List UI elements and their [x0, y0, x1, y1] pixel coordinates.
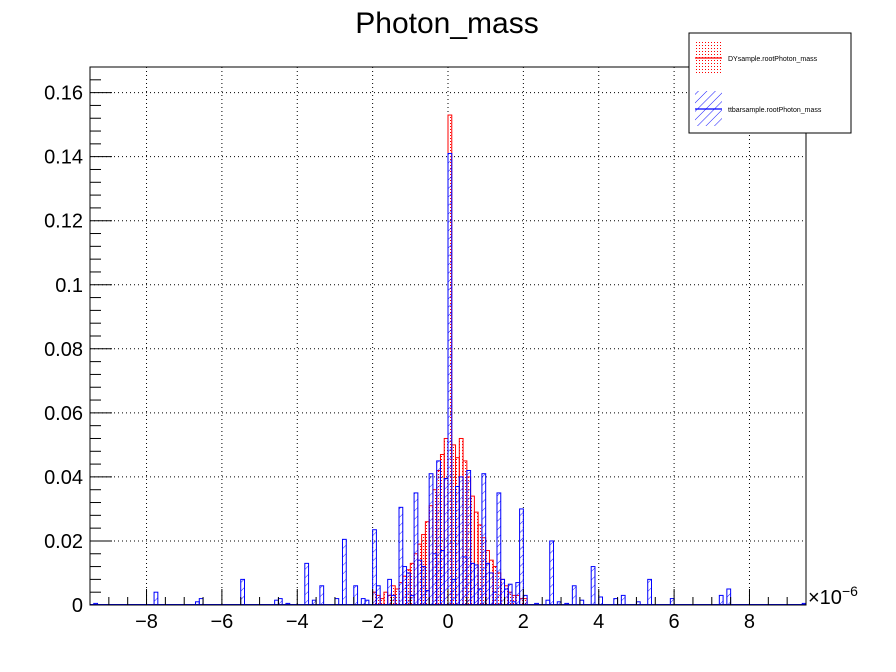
bar-ttbarsample	[439, 550, 445, 605]
bar-ttbarsample	[519, 508, 524, 605]
y-tick-label: 0.04	[44, 467, 83, 489]
bar-ttbarsample	[390, 594, 396, 605]
bar-ttbarsample	[424, 590, 430, 605]
bar-ttbarsample	[455, 486, 460, 605]
y-tick-label: 0.12	[44, 211, 83, 233]
bar-ttbarsample	[718, 594, 724, 605]
bar-ttbarsample	[492, 591, 498, 605]
bar-ttbarsample	[571, 585, 577, 605]
bar-ttbarsample	[304, 562, 310, 605]
x-tick-labels: −8 −6 −4 −2 0 2 4 6 8	[135, 611, 755, 633]
bar-ttbarsample	[507, 583, 513, 605]
bar-ttbarsample	[417, 559, 423, 605]
bar-ttbarsample	[353, 585, 359, 605]
y-tick-label: 0.02	[44, 531, 83, 553]
bar-ttbarsample	[451, 578, 457, 605]
y-tick-label: 0.1	[55, 275, 83, 297]
bar-ttbarsample	[398, 506, 404, 605]
bar-ttbarsample	[466, 470, 472, 605]
bar-ttbarsample	[406, 572, 411, 605]
bar-ttbarsample	[413, 492, 419, 605]
legend: DYsample.rootPhoton_mass ttbarsample.roo…	[688, 32, 852, 134]
x-tick-label: 4	[593, 611, 604, 633]
grid-lines	[90, 67, 806, 605]
bar-ttbarsample	[473, 564, 479, 605]
bar-ttbarsample	[421, 566, 426, 605]
bar-ttbarsample	[458, 476, 464, 605]
bar-ttbarsample	[726, 588, 732, 605]
bar-ttbarsample	[436, 460, 441, 605]
bar-ttbarsample	[470, 562, 475, 605]
bar-ttbarsample	[443, 478, 449, 605]
bar-ttbarsample	[522, 594, 528, 605]
x-axis-multiplier: ×10−6	[808, 583, 858, 609]
legend-label-ttbar: ttbarsample.rootPhoton_mass	[728, 107, 822, 114]
y-tick-label: 0.06	[44, 403, 83, 425]
bar-ttbarsample	[428, 473, 434, 605]
bar-ttbarsample	[598, 596, 604, 605]
bar-dysample	[383, 591, 389, 605]
x-tick-label: 2	[518, 611, 529, 633]
bar-ttbarsample	[485, 562, 490, 605]
x-tick-label: −4	[286, 611, 309, 633]
bar-ttbarsample	[375, 585, 381, 605]
x-tick-label: 8	[744, 611, 755, 633]
bar-ttbarsample	[153, 591, 159, 605]
bar-ttbarsample	[549, 540, 555, 605]
x-tick-label: −6	[210, 611, 233, 633]
x-tick-label: 6	[669, 611, 680, 633]
bar-ttbarsample	[620, 594, 626, 605]
bar-ttbarsample	[488, 572, 494, 605]
bar-ttbarsample	[481, 473, 487, 605]
x-tick-label: 0	[442, 611, 453, 633]
y-tick-labels: 0 0.02 0.04 0.06 0.08 0.1 0.12 0.14 0.16	[44, 83, 83, 617]
y-tick-label: 0	[72, 595, 83, 617]
bar-ttbarsample	[432, 553, 438, 605]
bar-ttbarsample	[447, 152, 453, 605]
bar-ttbarsample	[496, 492, 502, 605]
y-tick-label: 0.08	[44, 339, 83, 361]
legend-label-dy: DYsample.rootPhoton_mass	[728, 56, 818, 63]
bar-ttbarsample	[402, 566, 408, 605]
chart-title: Photon_mass	[355, 7, 538, 40]
bar-ttbarsample	[240, 578, 246, 605]
histogram-bars	[90, 114, 806, 605]
y-tick-label: 0.14	[44, 147, 83, 169]
bar-dysample	[394, 588, 400, 605]
bar-ttbarsample	[504, 588, 509, 605]
y-tick-label: 0.16	[44, 83, 83, 105]
bar-ttbarsample	[372, 529, 377, 605]
bar-ttbarsample	[590, 566, 596, 605]
x-tick-label: −8	[135, 611, 158, 633]
bar-ttbarsample	[319, 585, 325, 605]
bar-ttbarsample	[647, 578, 652, 605]
bar-ttbarsample	[477, 588, 483, 605]
bar-ttbarsample	[515, 582, 521, 605]
bar-ttbarsample	[387, 578, 392, 605]
bar-ttbarsample	[341, 538, 347, 605]
bar-ttbarsample	[462, 556, 468, 605]
bar-ttbarsample	[409, 594, 415, 605]
axis-ticks	[90, 66, 788, 606]
bar-ttbarsample	[500, 578, 506, 605]
x-tick-label: −2	[361, 611, 384, 633]
